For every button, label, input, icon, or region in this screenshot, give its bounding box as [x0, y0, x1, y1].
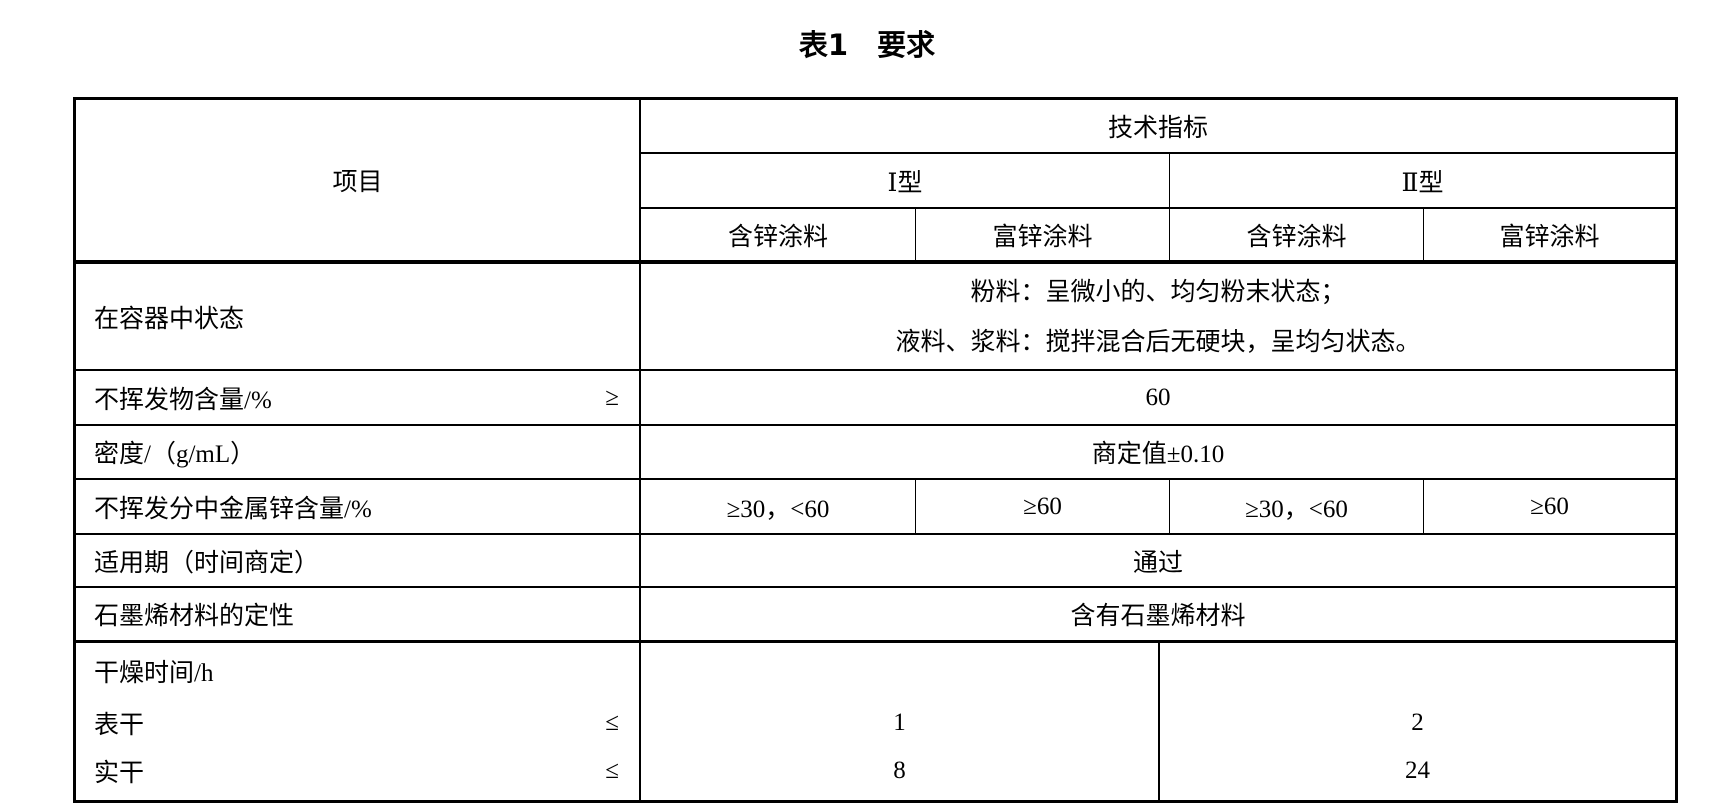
divider	[76, 369, 1675, 371]
dry-hard-value: 24	[1405, 757, 1430, 784]
state-line2: 液料、浆料：搅拌混合后无硬块，呈均匀状态。	[895, 329, 1421, 356]
divider	[915, 209, 916, 261]
dry-surface-value: 2	[1411, 709, 1424, 736]
header-item: 项目	[332, 169, 383, 196]
dry-hard-value: 8	[893, 757, 906, 784]
divider	[76, 424, 1675, 426]
row-label: 表干 ≤	[76, 700, 639, 746]
divider	[641, 207, 1675, 209]
label-text: 不挥发物含量/%	[94, 386, 272, 414]
requirements-table: 项目 技术指标 Ⅰ型 Ⅱ型 含锌涂料 富锌涂料 含锌涂料 富锌涂料 在容器中状态…	[73, 97, 1678, 803]
nonvol-value: 60	[1145, 383, 1171, 411]
header-sub: 含锌涂料	[1246, 223, 1347, 251]
header-sub: 富锌涂料	[992, 223, 1093, 251]
symbol: ≤	[605, 757, 619, 784]
row-label: 在容器中状态	[94, 305, 245, 333]
zinc-value: ≥60	[1023, 492, 1062, 520]
divider	[76, 478, 1675, 480]
header-tech: 技术指标	[1107, 115, 1208, 142]
symbol: ≥	[605, 383, 619, 411]
row-label: 干燥时间/h	[94, 660, 214, 687]
divider	[639, 100, 641, 800]
row-label: 不挥发物含量/% ≥	[76, 371, 639, 424]
row-label: 实干 ≤	[76, 748, 639, 794]
dry-surface-value: 1	[893, 709, 906, 736]
row-label: 不挥发分中金属锌含量/%	[94, 495, 372, 523]
header-sub: 富锌涂料	[1499, 223, 1600, 251]
divider	[76, 640, 1675, 643]
label-text: 实干	[94, 760, 145, 787]
divider	[76, 586, 1675, 588]
divider	[76, 260, 1675, 264]
graphene-value: 含有石墨烯材料	[1070, 603, 1246, 630]
header-sub: 含锌涂料	[727, 223, 828, 251]
zinc-value: ≥60	[1530, 492, 1569, 520]
symbol: ≤	[605, 709, 619, 736]
divider	[76, 533, 1675, 535]
potlife-value: 通过	[1132, 549, 1183, 577]
divider	[641, 152, 1675, 154]
state-line1: 粉料：呈微小的、均匀粉末状态；	[970, 279, 1346, 306]
header-type2: Ⅱ型	[1401, 169, 1444, 197]
row-label: 密度/（g/mL）	[94, 441, 256, 468]
header-type1: Ⅰ型	[887, 169, 923, 197]
zinc-value: ≥30，<60	[1245, 495, 1348, 523]
zinc-value: ≥30，<60	[726, 495, 830, 523]
divider	[915, 480, 916, 534]
density-value: 商定值±0.10	[1091, 441, 1225, 468]
table-title: 表1 要求	[798, 28, 936, 62]
row-label: 适用期（时间商定）	[94, 549, 320, 577]
divider	[1169, 480, 1170, 534]
divider	[1423, 209, 1424, 261]
label-text: 表干	[94, 712, 145, 739]
divider	[1158, 643, 1160, 800]
divider	[1169, 152, 1170, 262]
row-label: 石墨烯材料的定性	[94, 603, 295, 630]
divider	[1423, 480, 1424, 534]
